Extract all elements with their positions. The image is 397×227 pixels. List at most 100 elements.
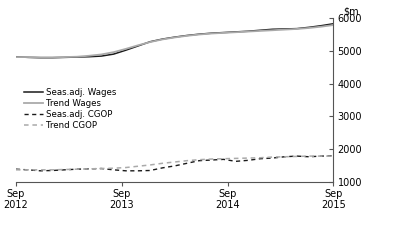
Trend Wages: [26, 56, 31, 58]
Trend CGOP: [331, 155, 336, 158]
Line: Trend Wages: Trend Wages: [16, 25, 333, 57]
Trend Wages: [185, 35, 189, 37]
Trend Wages: [270, 29, 275, 32]
Seas.adj. Wages: [172, 36, 177, 39]
Trend CGOP: [197, 158, 202, 161]
Trend Wages: [306, 27, 311, 29]
Line: Seas.adj. CGOP: Seas.adj. CGOP: [16, 156, 333, 171]
Seas.adj. Wages: [87, 55, 92, 58]
Trend CGOP: [233, 157, 238, 160]
Seas.adj. Wages: [306, 26, 311, 29]
Seas.adj. CGOP: [87, 168, 92, 170]
Seas.adj. Wages: [50, 56, 55, 59]
Seas.adj. Wages: [295, 27, 299, 30]
Seas.adj. CGOP: [111, 168, 116, 171]
Trend Wages: [13, 56, 18, 58]
Seas.adj. CGOP: [75, 168, 79, 170]
Seas.adj. CGOP: [99, 167, 104, 170]
Trend CGOP: [123, 166, 128, 169]
Trend CGOP: [295, 155, 299, 158]
Trend Wages: [197, 33, 202, 36]
Seas.adj. CGOP: [185, 162, 189, 165]
Seas.adj. CGOP: [246, 159, 251, 162]
Trend CGOP: [62, 168, 67, 171]
Seas.adj. Wages: [246, 30, 251, 33]
Trend CGOP: [87, 168, 92, 170]
Seas.adj. CGOP: [197, 159, 202, 162]
Seas.adj. CGOP: [233, 160, 238, 163]
Seas.adj. CGOP: [295, 155, 299, 158]
Seas.adj. CGOP: [26, 168, 31, 171]
Seas.adj. Wages: [221, 31, 226, 34]
Seas.adj. CGOP: [221, 158, 226, 161]
Trend Wages: [50, 56, 55, 59]
Trend Wages: [148, 41, 152, 43]
Trend Wages: [87, 54, 92, 57]
Seas.adj. CGOP: [148, 169, 152, 172]
Trend Wages: [331, 24, 336, 26]
Seas.adj. Wages: [233, 30, 238, 33]
Seas.adj. Wages: [13, 55, 18, 58]
Seas.adj. CGOP: [331, 154, 336, 157]
Trend CGOP: [160, 162, 165, 165]
Trend Wages: [160, 38, 165, 41]
Trend CGOP: [282, 155, 287, 158]
Line: Trend CGOP: Trend CGOP: [16, 156, 333, 170]
Seas.adj. Wages: [197, 33, 202, 36]
Trend Wages: [319, 25, 324, 28]
Seas.adj. CGOP: [13, 168, 18, 170]
Trend Wages: [123, 47, 128, 50]
Trend CGOP: [209, 158, 214, 160]
Seas.adj. CGOP: [258, 157, 262, 160]
Trend Wages: [172, 36, 177, 39]
Trend CGOP: [246, 157, 251, 159]
Trend CGOP: [221, 157, 226, 160]
Seas.adj. Wages: [75, 56, 79, 58]
Seas.adj. Wages: [99, 55, 104, 57]
Seas.adj. CGOP: [306, 155, 311, 158]
Trend CGOP: [99, 167, 104, 170]
Seas.adj. Wages: [270, 28, 275, 31]
Trend CGOP: [270, 156, 275, 158]
Seas.adj. CGOP: [172, 165, 177, 167]
Seas.adj. Wages: [38, 56, 43, 59]
Trend Wages: [62, 56, 67, 58]
Line: Seas.adj. Wages: Seas.adj. Wages: [16, 24, 333, 58]
Trend CGOP: [38, 168, 43, 171]
Seas.adj. CGOP: [319, 155, 324, 158]
Trend Wages: [209, 32, 214, 35]
Trend Wages: [99, 53, 104, 56]
Seas.adj. Wages: [62, 56, 67, 59]
Seas.adj. CGOP: [38, 169, 43, 172]
Seas.adj. Wages: [111, 53, 116, 55]
Seas.adj. Wages: [282, 28, 287, 30]
Trend Wages: [282, 28, 287, 31]
Trend Wages: [258, 30, 262, 32]
Trend Wages: [38, 56, 43, 59]
Trend Wages: [295, 28, 299, 30]
Trend Wages: [136, 44, 141, 47]
Seas.adj. CGOP: [136, 169, 141, 172]
Trend Wages: [111, 51, 116, 54]
Seas.adj. Wages: [136, 44, 141, 47]
Seas.adj. Wages: [258, 29, 262, 32]
Legend: Seas.adj. Wages, Trend Wages, Seas.adj. CGOP, Trend CGOP: Seas.adj. Wages, Trend Wages, Seas.adj. …: [20, 85, 120, 134]
Seas.adj. CGOP: [123, 169, 128, 172]
Trend CGOP: [26, 168, 31, 171]
Trend CGOP: [172, 161, 177, 163]
Trend Wages: [246, 30, 251, 33]
Seas.adj. Wages: [148, 40, 152, 43]
Seas.adj. CGOP: [282, 155, 287, 158]
Seas.adj. Wages: [319, 24, 324, 27]
Trend CGOP: [319, 155, 324, 158]
Seas.adj. Wages: [331, 22, 336, 25]
Seas.adj. Wages: [185, 34, 189, 37]
Trend CGOP: [136, 165, 141, 168]
Trend CGOP: [306, 155, 311, 158]
Trend CGOP: [50, 168, 55, 171]
Text: $m: $m: [343, 7, 359, 17]
Seas.adj. CGOP: [50, 169, 55, 172]
Trend CGOP: [148, 164, 152, 166]
Trend CGOP: [75, 168, 79, 170]
Seas.adj. Wages: [123, 49, 128, 52]
